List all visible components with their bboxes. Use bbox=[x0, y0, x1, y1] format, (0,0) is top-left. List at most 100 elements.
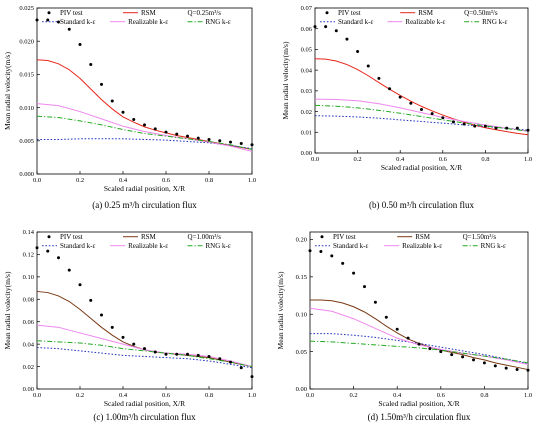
legend-label: PIV test bbox=[338, 9, 361, 17]
y-tick-label: 0.02 bbox=[301, 109, 312, 116]
legend-label: PIV test bbox=[333, 233, 356, 241]
x-axis-label: Scaled radial position, X/R bbox=[104, 184, 185, 193]
chart-panel-3: 0.0 0.2 0.4 0.6 0.8 1.0 0.00 0.02 0.04 0.06 0.08 0.… bbox=[3, 229, 256, 422]
data-point bbox=[239, 141, 243, 145]
series-line bbox=[36, 290, 253, 368]
x-tick-label: 0.8 bbox=[481, 156, 489, 163]
y-tick-label: 0.03 bbox=[301, 88, 312, 95]
series-line bbox=[314, 98, 529, 132]
y-tick-label: 0.06 bbox=[23, 319, 35, 326]
data-point bbox=[515, 368, 519, 372]
legend-entry: Realizable k-ε bbox=[110, 18, 168, 26]
plot-frame bbox=[314, 7, 529, 154]
plot-frame bbox=[309, 231, 529, 390]
data-point bbox=[218, 357, 222, 361]
data-point bbox=[462, 122, 466, 126]
data-point bbox=[78, 283, 82, 287]
chart-panel-4: 0.0 0.2 0.4 0.6 0.8 1.0 0.00 0.05 0.10 0.15 0.20 Sc… bbox=[276, 231, 532, 422]
data-point bbox=[218, 139, 222, 143]
y-axis-label: Mean radial volecity(m/s) bbox=[3, 271, 12, 349]
panel-caption: (c) 1.00m³/h circulation flux bbox=[93, 412, 196, 422]
data-point bbox=[110, 325, 114, 329]
data-point bbox=[395, 327, 399, 331]
y-axis-label: Mean radial volecity(m/s) bbox=[276, 271, 285, 349]
data-point bbox=[377, 76, 381, 80]
data-point bbox=[229, 140, 232, 144]
data-point bbox=[196, 353, 200, 357]
data-point bbox=[526, 128, 530, 132]
data-point bbox=[186, 134, 189, 138]
series-line bbox=[309, 307, 529, 365]
series-piv-test bbox=[308, 249, 530, 372]
data-point bbox=[121, 335, 125, 339]
data-point bbox=[384, 315, 388, 319]
legend-label: Realizable k-ε bbox=[128, 18, 168, 26]
data-point bbox=[164, 352, 168, 356]
y-tick-label: 0.01 bbox=[301, 129, 312, 136]
data-point bbox=[473, 124, 477, 128]
y-tick-label: 0.08 bbox=[23, 296, 34, 303]
data-point bbox=[398, 95, 402, 99]
data-point bbox=[330, 254, 334, 258]
data-point bbox=[100, 82, 103, 86]
legend-entry: Standard k-ε bbox=[42, 242, 95, 250]
data-point bbox=[504, 366, 508, 370]
x-tick-label: 0.4 bbox=[119, 392, 128, 399]
legend-label: RSM bbox=[418, 9, 434, 17]
series-realizable-k- bbox=[36, 103, 253, 152]
series-standard-k- bbox=[314, 115, 529, 131]
data-point bbox=[164, 130, 168, 134]
series-line bbox=[314, 115, 529, 131]
x-tick-label: 0.8 bbox=[205, 177, 213, 184]
legend-entry: PIV test bbox=[47, 233, 83, 241]
data-point bbox=[229, 360, 232, 364]
series-line bbox=[309, 340, 529, 364]
plot-frame bbox=[36, 231, 253, 390]
series-line bbox=[310, 333, 529, 365]
data-point bbox=[89, 62, 93, 66]
legend-entry: Standard k-ε bbox=[320, 18, 373, 26]
data-point bbox=[175, 352, 179, 356]
legend-label: RNG k-ε bbox=[206, 242, 231, 250]
data-point bbox=[319, 249, 323, 253]
flow-rate-label: Q=1.50m³/s bbox=[463, 233, 497, 241]
y-tick-label: 0.00 bbox=[301, 150, 312, 157]
y-tick-label: 0.04 bbox=[301, 67, 313, 74]
y-tick-label: 0.12 bbox=[23, 252, 34, 259]
series-rsm bbox=[310, 299, 529, 371]
series-line bbox=[36, 115, 253, 150]
data-point bbox=[67, 27, 71, 31]
y-tick-label: 0.20 bbox=[296, 237, 307, 244]
x-tick-label: 0.6 bbox=[162, 177, 171, 184]
data-point bbox=[352, 271, 356, 275]
series-rng-k- bbox=[36, 340, 253, 368]
data-point bbox=[430, 112, 434, 116]
data-point bbox=[493, 364, 497, 368]
x-tick-label: 0.8 bbox=[480, 392, 488, 399]
data-point bbox=[250, 375, 254, 379]
x-axis-label: Scaled radial position, X/R bbox=[378, 399, 459, 408]
y-tick-label: 0.04 bbox=[23, 341, 35, 348]
data-point bbox=[363, 285, 366, 289]
data-point bbox=[143, 347, 146, 351]
x-axis-label: Scaled radial position, X/R bbox=[381, 163, 462, 172]
data-point bbox=[143, 123, 146, 127]
data-point bbox=[186, 352, 189, 356]
series-rsm bbox=[314, 58, 529, 136]
data-point bbox=[341, 261, 345, 265]
legend-entry: RSM bbox=[400, 9, 434, 17]
legend-entry: RSM bbox=[123, 9, 157, 17]
series-piv-test bbox=[35, 18, 254, 147]
data-point bbox=[175, 132, 179, 136]
data-point bbox=[110, 99, 114, 103]
legend-label: RNG k-ε bbox=[482, 18, 507, 26]
legend-entry: RSM bbox=[123, 233, 157, 241]
x-tick-label: 1.0 bbox=[248, 392, 256, 399]
flow-rate-label: Q=0.25m³/s bbox=[188, 9, 222, 17]
data-point bbox=[515, 126, 519, 130]
legend-entry: RNG k-ε bbox=[187, 242, 231, 250]
data-point bbox=[417, 342, 421, 346]
data-point bbox=[366, 64, 370, 68]
y-tick-label: 0.14 bbox=[23, 229, 35, 236]
series-line bbox=[36, 340, 253, 368]
